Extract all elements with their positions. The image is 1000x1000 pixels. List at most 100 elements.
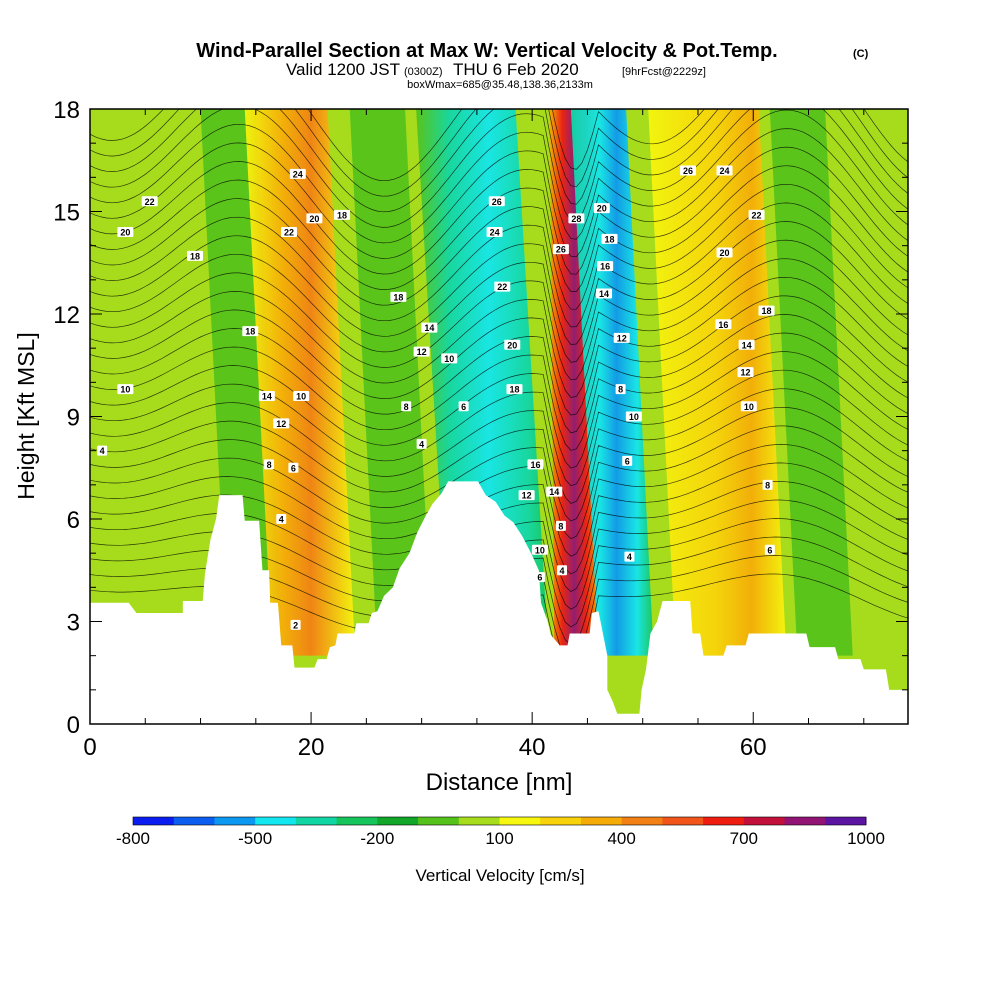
isentrope-label: 10 [625, 411, 642, 422]
svg-text:8: 8 [558, 521, 563, 531]
isentrope-label: 20 [716, 247, 733, 258]
svg-text:4: 4 [100, 446, 105, 456]
isentrope-line [90, 183, 908, 310]
isentrope-line [90, 239, 908, 363]
colorbar-swatch [743, 817, 786, 825]
y-tick-label: 9 [67, 405, 80, 432]
colorbar-swatch [295, 817, 338, 825]
isentrope-line [90, 462, 908, 575]
isentrope-label: 6 [288, 462, 299, 473]
svg-text:12: 12 [276, 419, 286, 429]
svg-text:22: 22 [497, 282, 507, 292]
isentrope-label: 8 [762, 479, 773, 490]
isentrope-label: 12 [413, 346, 430, 357]
y-tick-label: 0 [67, 712, 80, 739]
isentrope-line [90, 444, 908, 557]
colorbar-swatch [255, 817, 297, 825]
svg-text:22: 22 [145, 197, 155, 207]
colorbar-swatch [540, 817, 582, 825]
svg-text:20: 20 [309, 214, 319, 224]
colorbar-tick-label: 400 [607, 829, 635, 848]
velocity-field [90, 109, 908, 724]
svg-text:8: 8 [404, 402, 409, 412]
x-tick-label: 20 [298, 734, 325, 761]
svg-text:16: 16 [530, 460, 540, 470]
isentrope-line [90, 314, 908, 434]
chart-subtitle: Valid 1200 JST (0300Z) THU 6 Feb 2020 [9… [286, 60, 706, 79]
isentrope-label: 10 [293, 391, 310, 402]
svg-text:18: 18 [509, 385, 519, 395]
chart-subtitle2: boxWmax=685@35.48,138.36,2133m [407, 79, 593, 91]
x-axis: 0 20 40 60 [83, 109, 865, 761]
svg-text:6: 6 [767, 545, 772, 555]
colorbar-tick-label: 1000 [847, 829, 885, 848]
isentrope-label: 4 [276, 514, 287, 525]
svg-text:14: 14 [262, 392, 272, 402]
svg-text:4: 4 [419, 439, 424, 449]
isentrope-label: 18 [334, 209, 351, 220]
svg-text:14: 14 [599, 289, 609, 299]
x-tick-label: 0 [83, 734, 96, 761]
svg-text:12: 12 [617, 333, 627, 343]
svg-text:6: 6 [461, 402, 466, 412]
isentrope-line [90, 146, 908, 275]
svg-text:14: 14 [742, 340, 752, 350]
isentrope-line [90, 369, 908, 487]
isentrope-label: 20 [593, 203, 610, 214]
svg-text:18: 18 [190, 251, 200, 261]
x-tick-label: 40 [519, 734, 546, 761]
isentrope-label: 14 [546, 486, 563, 497]
isentrope-label: 14 [421, 322, 438, 333]
isentrope-label: 12 [518, 490, 535, 501]
isentrope-label: 4 [97, 445, 108, 456]
colorbar-swatch [825, 817, 867, 825]
svg-text:10: 10 [444, 354, 454, 364]
svg-text:28: 28 [571, 214, 581, 224]
isentrope-label: 4 [624, 551, 635, 562]
isentrope-label: 20 [117, 227, 134, 238]
isentrope-line [90, 109, 908, 228]
isentrope-label: 8 [555, 520, 566, 531]
chart-title-mark: (C) [853, 48, 869, 60]
isentrope-label: 28 [568, 213, 585, 224]
svg-text:14: 14 [424, 323, 434, 333]
subtitle-forecast: [9hrFcst@2229z] [622, 66, 706, 78]
isentrope-label: 6 [622, 455, 633, 466]
colorbar-swatch [703, 817, 745, 825]
svg-text:18: 18 [605, 234, 615, 244]
svg-text:18: 18 [337, 210, 347, 220]
svg-text:10: 10 [120, 385, 130, 395]
isentrope-label: 10 [531, 544, 548, 555]
isentrope-label: 10 [740, 401, 757, 412]
y-tick-label: 6 [67, 507, 80, 534]
isentrope-line [90, 109, 908, 244]
isentrope-label: 22 [494, 281, 511, 292]
colorbar-swatch [133, 817, 175, 825]
svg-text:16: 16 [718, 320, 728, 330]
y-tick-label: 3 [67, 610, 80, 637]
svg-text:4: 4 [279, 515, 284, 525]
colorbar-swatch [662, 817, 704, 825]
isentrope-label: 10 [441, 353, 458, 364]
isentrope-line [90, 406, 908, 522]
y-tick-label: 12 [53, 302, 80, 329]
svg-text:22: 22 [752, 210, 762, 220]
colorbar-swatch [418, 817, 460, 825]
isentrope-label: 18 [390, 291, 407, 302]
isentrope-label: 6 [764, 544, 775, 555]
isentrope-label: 2 [290, 619, 301, 630]
colorbar-swatch [580, 817, 623, 825]
isentrope-label: 6 [534, 572, 545, 583]
svg-text:6: 6 [537, 573, 542, 583]
svg-text:18: 18 [245, 327, 255, 337]
plot-area [90, 109, 908, 724]
svg-text:4: 4 [560, 566, 565, 576]
colorbar-swatch [499, 817, 541, 825]
svg-text:6: 6 [625, 456, 630, 466]
isentrope-line [90, 128, 908, 259]
isentrope-label: 24 [289, 168, 306, 179]
isentrope-label: 18 [187, 250, 204, 261]
svg-text:10: 10 [744, 402, 754, 412]
svg-text:12: 12 [417, 347, 427, 357]
isentrope-label: 20 [504, 339, 521, 350]
